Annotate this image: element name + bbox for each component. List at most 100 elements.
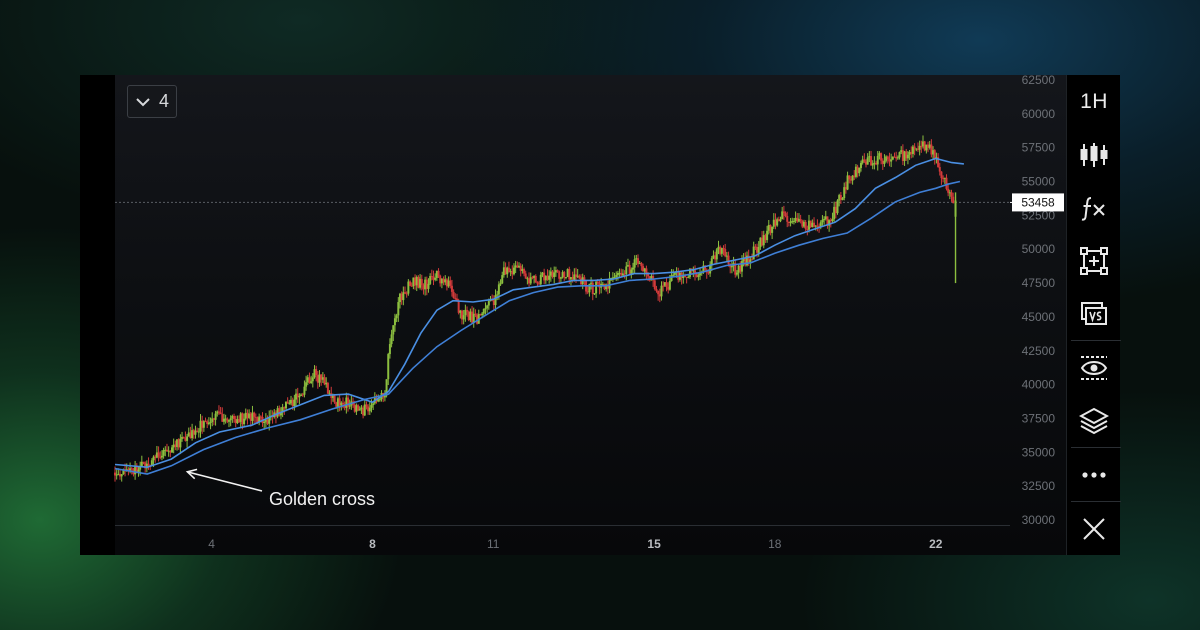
y-tick-label: 55000: [1022, 175, 1056, 189]
price-label-box: [1012, 193, 1064, 212]
candle-body: [804, 221, 807, 229]
candle-body: [328, 393, 331, 395]
visibility-button[interactable]: [1067, 341, 1121, 394]
candle-body: [239, 413, 242, 422]
candle-body: [947, 188, 950, 193]
candle-body: [576, 275, 579, 277]
layers-button[interactable]: [1067, 394, 1121, 447]
timeframe-button[interactable]: 1H: [1067, 75, 1121, 128]
candle-body: [170, 447, 173, 453]
candle-body: [387, 354, 390, 380]
candle-body: [357, 405, 360, 411]
candle-body: [533, 275, 536, 278]
candle-body: [333, 395, 336, 403]
candle-body: [142, 461, 145, 463]
y-axis: 62500 60000 57500 55000 52500 50000 47500 45000…: [1022, 73, 1056, 527]
candle-body: [694, 270, 697, 274]
candle-body: [888, 159, 891, 162]
candle-body: [663, 282, 666, 286]
candle-body: [435, 270, 438, 278]
candle-body: [397, 302, 400, 316]
candle-body: [504, 267, 507, 275]
candle-body: [811, 222, 814, 228]
candle-body: [127, 469, 130, 471]
candle-body: [278, 408, 281, 416]
candle-body: [434, 277, 437, 280]
candle-body: [573, 274, 576, 280]
candle-body: [484, 308, 487, 310]
y-tick-label: 52500: [1022, 208, 1056, 222]
plot-area[interactable]: [115, 75, 1100, 555]
candle-body: [115, 474, 118, 476]
candle-body: [305, 382, 308, 387]
indicators-button[interactable]: [1067, 181, 1121, 234]
candle-body: [751, 259, 754, 261]
candle-body: [139, 465, 142, 470]
candle-body: [523, 269, 526, 274]
candle-body: [574, 274, 577, 277]
candle-body: [204, 421, 207, 423]
candle-body: [414, 277, 417, 286]
candle-body: [519, 265, 522, 271]
candle-body: [306, 377, 309, 383]
candle-body: [227, 420, 230, 422]
candle-body: [635, 258, 638, 260]
candle-body: [578, 275, 581, 279]
candle-body: [497, 284, 500, 295]
candle-body: [362, 407, 365, 416]
add-drawing-button[interactable]: [1067, 234, 1121, 287]
candle-body: [390, 334, 393, 345]
indicators-collapse-button[interactable]: 4: [127, 85, 177, 118]
candle-body: [645, 268, 648, 274]
timeframe-label: 1H: [1080, 89, 1108, 113]
candle-body: [303, 386, 306, 395]
candle-body: [945, 177, 948, 189]
candle-body: [420, 278, 423, 286]
candle-body: [196, 430, 199, 432]
candle-body: [613, 276, 616, 278]
candle-body: [848, 175, 851, 180]
candle-body: [568, 269, 571, 280]
candle-body: [474, 313, 477, 316]
candle-body: [347, 397, 350, 407]
candle-body: [186, 436, 189, 441]
candle-body: [719, 246, 722, 254]
compare-button[interactable]: [1067, 287, 1121, 340]
candle-body: [424, 279, 427, 290]
candle-body: [187, 432, 190, 437]
candle-body: [226, 418, 229, 422]
more-button[interactable]: [1067, 448, 1121, 501]
candle-body: [836, 200, 839, 214]
candle-body: [502, 267, 505, 276]
candle-body: [766, 230, 769, 241]
close-button[interactable]: [1067, 502, 1121, 555]
candle-body: [886, 156, 889, 160]
candle-body: [948, 192, 951, 194]
candle-body: [556, 270, 559, 272]
chart-type-button[interactable]: [1067, 128, 1121, 181]
candle-body: [184, 437, 187, 441]
annotation-golden-cross: Golden cross: [185, 468, 375, 509]
candle-body: [932, 150, 935, 155]
candle-body: [276, 408, 279, 417]
candle-body: [796, 217, 799, 222]
candle-body: [320, 374, 323, 380]
candle-body: [256, 417, 259, 423]
candle-body: [903, 151, 906, 161]
candle-body: [353, 404, 356, 412]
candle-body: [263, 421, 266, 423]
candle-body: [819, 222, 822, 228]
candle-body: [211, 418, 214, 422]
candle-body: [672, 274, 675, 276]
candle-body: [122, 469, 125, 475]
candle-body: [243, 418, 246, 425]
candle-body: [450, 285, 453, 292]
y-tick-label: 30000: [1022, 513, 1056, 527]
candle-body: [665, 282, 668, 287]
candle-body: [791, 221, 794, 223]
candle-body: [826, 216, 829, 226]
candle-body: [516, 265, 519, 268]
candle-body: [591, 282, 594, 294]
candle-body: [595, 281, 598, 294]
